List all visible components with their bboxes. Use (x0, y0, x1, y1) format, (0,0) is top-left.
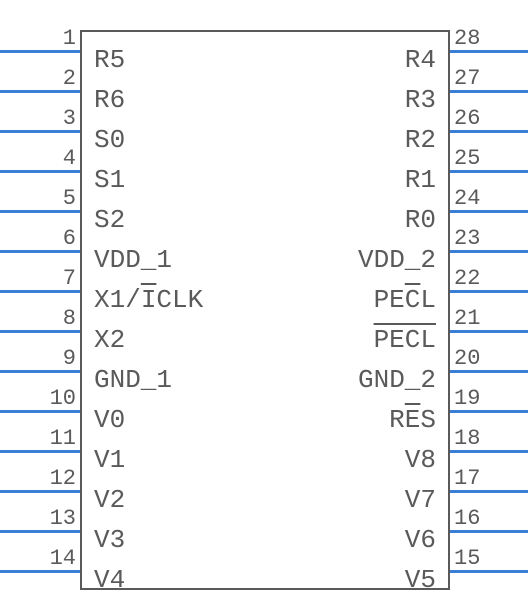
pin-label: V7 (405, 485, 436, 515)
pin-number: 17 (454, 466, 528, 491)
ic-pinout-diagram: 1 R5 2 R6 3 S0 4 S1 5 S2 6 VDD_1 7 X1/ICLK 8 X2 9 GND_1 10… (0, 0, 528, 612)
pin-label: V4 (94, 565, 125, 595)
pin-number: 1 (0, 26, 80, 51)
pin-label: X1/ICLK (94, 285, 203, 315)
pin-number: 14 (0, 546, 80, 571)
pin-number: 26 (454, 106, 528, 131)
pin-number: 15 (454, 546, 528, 571)
pin-number: 20 (454, 346, 528, 371)
pin-number: 19 (454, 386, 528, 411)
pin-label: GND_2 (358, 365, 436, 395)
pin-label: PECL (374, 325, 436, 355)
pin-number: 12 (0, 466, 80, 491)
pin-number: 27 (454, 66, 528, 91)
pin-label: V6 (405, 525, 436, 555)
pin-number: 10 (0, 386, 80, 411)
pin-label: PECL (374, 285, 436, 315)
pin-number: 23 (454, 226, 528, 251)
pin-label: R2 (405, 125, 436, 155)
pin-label: R6 (94, 85, 125, 115)
pin-label: V3 (94, 525, 125, 555)
pin-label: VDD_2 (358, 245, 436, 275)
pin-number: 2 (0, 66, 80, 91)
pin-label: V1 (94, 445, 125, 475)
pin-number: 7 (0, 266, 80, 291)
pin-label: V8 (405, 445, 436, 475)
pin-label: S0 (94, 125, 125, 155)
pin-label: S1 (94, 165, 125, 195)
pin-number: 16 (454, 506, 528, 531)
pin-number: 13 (0, 506, 80, 531)
pin-number: 5 (0, 186, 80, 211)
pin-number: 9 (0, 346, 80, 371)
pin-number: 4 (0, 146, 80, 171)
pin-label: V0 (94, 405, 125, 435)
pin-label: V2 (94, 485, 125, 515)
pin-number: 18 (454, 426, 528, 451)
pin-label: GND_1 (94, 365, 172, 395)
pin-number: 11 (0, 426, 80, 451)
pin-label: RES (389, 405, 436, 435)
pin-label: X2 (94, 325, 125, 355)
pin-label: R1 (405, 165, 436, 195)
pin-number: 25 (454, 146, 528, 171)
pin-label: R0 (405, 205, 436, 235)
pin-number: 8 (0, 306, 80, 331)
pin-number: 6 (0, 226, 80, 251)
pin-number: 22 (454, 266, 528, 291)
pin-label: R5 (94, 45, 125, 75)
pin-number: 21 (454, 306, 528, 331)
pin-label: V5 (405, 565, 436, 595)
pin-label: R3 (405, 85, 436, 115)
pin-number: 28 (454, 26, 528, 51)
pin-label: R4 (405, 45, 436, 75)
pin-label: VDD_1 (94, 245, 172, 275)
pin-number: 3 (0, 106, 80, 131)
pin-label: S2 (94, 205, 125, 235)
pin-number: 24 (454, 186, 528, 211)
